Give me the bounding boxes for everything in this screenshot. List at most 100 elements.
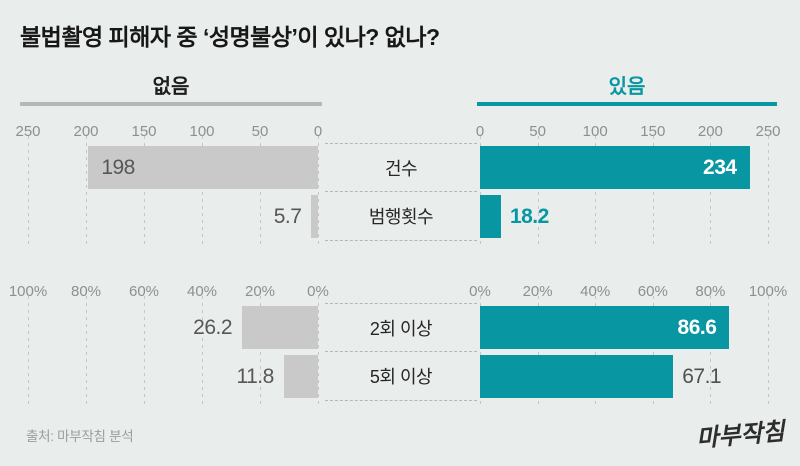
- group-header-exists: 있음: [477, 76, 777, 108]
- axis-tick: 40%: [186, 283, 218, 300]
- gridline: [710, 296, 712, 406]
- page-title: 불법촬영 피해자 중 ‘성명불상’이 있나? 없나?: [20, 24, 440, 50]
- bar-none: [283, 355, 318, 398]
- gridline: [28, 296, 29, 406]
- axis-tick: 50: [251, 123, 269, 140]
- axis-tick-row: 250 200 150 100 50 0 0 50 100 150 200 250: [0, 120, 800, 143]
- gridline: [202, 136, 203, 246]
- group-label-exists: 있음: [608, 76, 646, 98]
- group-label-none: 없음: [152, 76, 190, 98]
- chart-row: 198 건수 234: [0, 143, 800, 192]
- left-panel: 26.2: [28, 303, 318, 352]
- bar-exists: 234: [480, 146, 750, 189]
- axis-tick: 250: [755, 123, 781, 140]
- gridline: [260, 296, 261, 406]
- axis-tick: 0: [475, 123, 485, 140]
- gridline: [595, 136, 597, 246]
- gridline: [86, 296, 87, 406]
- gridline: [202, 296, 203, 406]
- gridline: [595, 296, 597, 406]
- bar-exists: [480, 355, 674, 398]
- chart-row: 5.7 범행횟수 18.2: [0, 192, 800, 241]
- axis-tick: 80%: [70, 283, 102, 300]
- right-panel: 67.1: [480, 352, 768, 401]
- right-panel: 234: [480, 143, 768, 192]
- gridline: [318, 296, 319, 406]
- row-label: 범행횟수: [325, 192, 477, 241]
- gridline: [480, 136, 481, 246]
- axis-tick: 60%: [128, 283, 160, 300]
- bar-none: 198: [88, 146, 318, 189]
- chart-rows: 26.2 2회 이상 86.6 11.8 5회 이상 67.1: [0, 303, 800, 401]
- gridline: [28, 136, 29, 246]
- axis-tick: 150: [131, 123, 157, 140]
- group-underline-exists: [477, 102, 777, 106]
- axis-tick: 60%: [637, 283, 668, 300]
- left-panel: 198: [28, 143, 318, 192]
- gridlines: [480, 136, 769, 246]
- gridline: [144, 136, 145, 246]
- bar-none: [311, 195, 318, 238]
- value-label: 234: [703, 155, 737, 179]
- axis-tick: 100: [582, 123, 608, 140]
- axis-ticks: 0% 20% 40% 60% 80% 100%: [469, 280, 787, 303]
- source-note: 출처: 마부작침 분석: [26, 429, 134, 444]
- value-label: 18.2: [509, 204, 549, 228]
- axis-tick: 40%: [580, 283, 611, 300]
- gridline: [260, 136, 261, 246]
- gridline: [768, 296, 769, 406]
- value-label: 198: [101, 155, 135, 179]
- axis-tick: 100%: [748, 283, 788, 300]
- axis-tick: 100%: [8, 283, 48, 300]
- chart-section: 250 200 150 100 50 0 0 50 100 150 200 250 198 건수 234 5.…: [0, 120, 800, 246]
- gridline: [318, 136, 319, 246]
- axis-ticks: 250 200 150 100 50 0: [15, 120, 322, 143]
- value-label: 11.8: [236, 364, 274, 388]
- gridline: [652, 136, 654, 246]
- chart-rows: 198 건수 234 5.7 범행횟수 18.2: [0, 143, 800, 241]
- chart-section: 100% 80% 60% 40% 20% 0% 0% 20% 40% 60% 80% 100% 26.2…: [0, 280, 800, 406]
- chart-row: 11.8 5회 이상 67.1: [0, 352, 800, 401]
- axis-tick: 100: [189, 123, 215, 140]
- brand-logo: 마부작침: [694, 418, 786, 453]
- axis-ticks: 100% 80% 60% 40% 20% 0%: [9, 280, 329, 303]
- axis-tick: 20%: [522, 283, 553, 300]
- axis-tick: 20%: [244, 283, 276, 300]
- axis-tick: 0: [313, 123, 323, 140]
- row-label: 5회 이상: [325, 352, 477, 401]
- gridlines: [28, 136, 319, 246]
- row-label: 2회 이상: [325, 303, 477, 352]
- axis-tick: 200: [73, 123, 99, 140]
- gridline: [480, 296, 481, 406]
- axis-tick: 200: [697, 123, 723, 140]
- axis-tick: 80%: [695, 283, 726, 300]
- right-panel: 86.6: [480, 303, 768, 352]
- value-label: 26.2: [193, 315, 233, 339]
- axis-tick-row: 100% 80% 60% 40% 20% 0% 0% 20% 40% 60% 80% 100%: [0, 280, 800, 303]
- value-label: 86.6: [677, 315, 717, 339]
- gridline: [537, 296, 539, 406]
- gridline: [144, 296, 145, 406]
- gridlines: [480, 296, 769, 406]
- gridline: [768, 136, 769, 246]
- gridlines: [28, 296, 319, 406]
- chart-row: 26.2 2회 이상 86.6: [0, 303, 800, 352]
- axis-tick: 50: [529, 123, 546, 140]
- left-panel: 5.7: [28, 192, 318, 241]
- right-panel: 18.2: [480, 192, 768, 241]
- gridline: [652, 296, 654, 406]
- bar-none: [242, 306, 318, 349]
- bar-exists: 86.6: [480, 306, 730, 349]
- axis-tick: 0%: [469, 283, 491, 300]
- left-panel: 11.8: [28, 352, 318, 401]
- row-label: 건수: [325, 143, 477, 192]
- axis-ticks: 0 50 100 150 200 250: [476, 120, 781, 143]
- gridline: [86, 136, 87, 246]
- gridline: [710, 136, 712, 246]
- axis-tick: 0%: [307, 283, 329, 300]
- value-label: 67.1: [682, 364, 722, 388]
- axis-tick: 250: [15, 123, 41, 140]
- bar-exists: [480, 195, 501, 238]
- gridline: [537, 136, 539, 246]
